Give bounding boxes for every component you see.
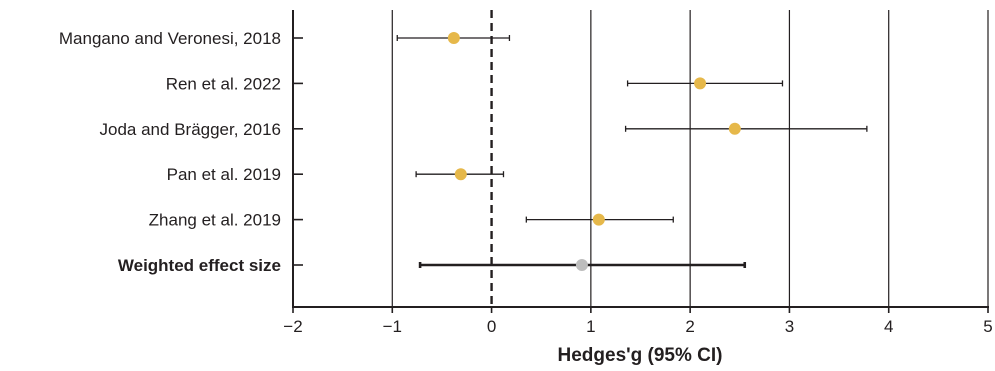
forest-row: Ren et al. 2022 [166,74,784,93]
forest-row: Joda and Brägger, 2016 [100,120,868,139]
x-tick-label: 0 [487,317,496,336]
study-label: Pan et al. 2019 [167,165,281,184]
forest-row: Weighted effect size [118,256,747,275]
study-label: Weighted effect size [118,256,281,275]
x-axis-title: Hedges'g (95% CI) [558,345,723,366]
study-estimate-point [454,168,467,181]
study-estimate-point [447,32,460,44]
forest-row: Pan et al. 2019 [167,165,505,184]
x-tick-label: 5 [983,317,992,336]
forest-row: Mangano and Veronesi, 2018 [59,29,511,48]
forest-row: Zhang et al. 2019 [149,211,674,230]
x-tick-label: 1 [586,317,595,336]
study-estimate-point [728,122,741,135]
x-tick-label: 4 [884,317,893,336]
study-label: Zhang et al. 2019 [149,211,281,230]
study-estimate-point [694,77,707,90]
x-axis-ticks: −2 −1 0 1 2 3 4 5 [283,307,993,336]
x-tick-label: −2 [283,317,302,336]
weighted-estimate-point [575,259,588,271]
study-label: Mangano and Veronesi, 2018 [59,29,281,48]
study-label: Ren et al. 2022 [166,74,281,93]
x-tick-label: −1 [383,317,402,336]
x-tick-label: 3 [785,317,794,336]
study-label: Joda and Brägger, 2016 [100,120,281,139]
x-tick-label: 2 [685,317,694,336]
study-estimate-point [592,213,605,226]
study-rows: Mangano and Veronesi, 2018 Ren et al. 202… [59,29,868,275]
axes [292,10,989,308]
gridlines [391,10,989,307]
